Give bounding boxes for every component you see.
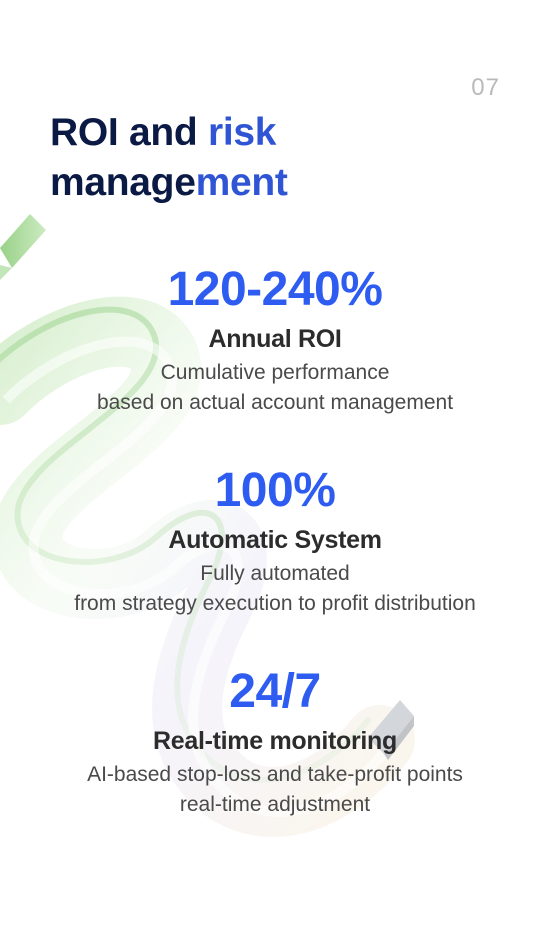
title-text-manage: manage (50, 161, 196, 204)
stat-label: Real-time monitoring (152, 727, 397, 755)
stat-description: AI-based stop-loss and take-profit point… (0, 760, 550, 820)
stat-automatic-system: 100% Automatic System Fully automated fr… (0, 463, 550, 619)
stat-description-line: AI-based stop-loss and take-profit point… (87, 763, 463, 786)
stat-description: Cumulative performance based on actual a… (0, 358, 550, 418)
title-text-ment: ment (195, 161, 288, 204)
page-title: ROI and risk management (50, 108, 288, 208)
stat-real-time-monitoring: 24/7 Real-time monitoring AI-based stop-… (0, 664, 550, 820)
stat-description-line: based on actual account management (96, 391, 454, 414)
stat-description-line: real-time adjustment (179, 793, 371, 816)
stat-value: 100% (214, 464, 336, 517)
stat-description-line: from strategy execution to profit distri… (74, 592, 476, 615)
stat-description: Fully automated from strategy execution … (0, 559, 550, 619)
stat-annual-roi: 120-240% Annual ROI Cumulative performan… (0, 262, 550, 418)
stat-label: Annual ROI (208, 325, 342, 353)
stat-value: 24/7 (229, 665, 321, 718)
title-text-ROI-and: ROI and (50, 111, 198, 154)
stat-value: 120-240% (167, 263, 383, 316)
title-text-risk: risk (207, 111, 277, 154)
stat-description-line: Fully automated (200, 562, 350, 585)
stat-label: Automatic System (168, 526, 382, 554)
stat-description-line: Cumulative performance (160, 361, 390, 384)
page-number: 07 (471, 74, 500, 101)
